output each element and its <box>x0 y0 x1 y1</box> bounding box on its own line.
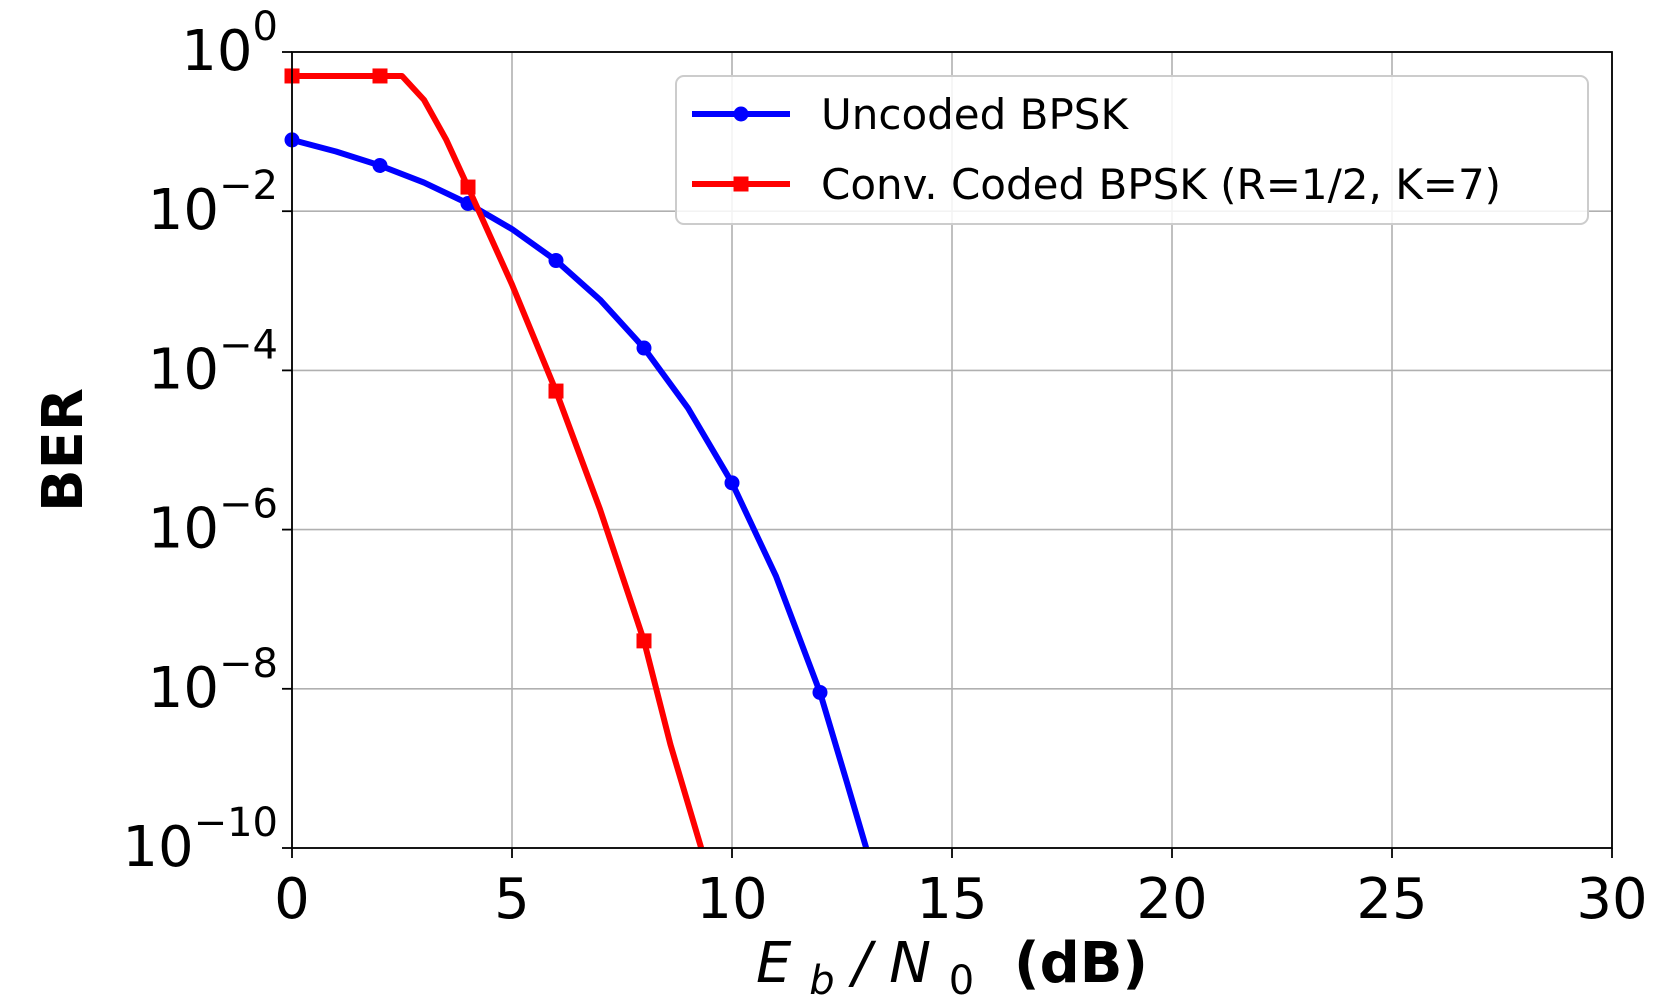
x-axis-var-sub: b <box>809 958 834 1004</box>
x-tick-label: 10 <box>696 867 767 932</box>
series-2 <box>284 68 705 849</box>
data-point <box>636 340 652 356</box>
series-line <box>292 73 705 849</box>
x-tick-label: 0 <box>274 867 310 932</box>
x-axis-var2-main: N <box>889 931 931 996</box>
x-tick-label: 25 <box>1356 867 1427 932</box>
series-layer <box>284 68 870 849</box>
y-tick-label: 10−4 <box>148 322 278 402</box>
legend-swatch-marker <box>733 106 749 122</box>
y-tick-label: 10−2 <box>148 163 278 243</box>
data-point <box>460 179 476 195</box>
x-tick-label: 30 <box>1576 867 1647 932</box>
x-axis-ticks: 0 5 10 15 20 25 30 <box>274 848 1648 932</box>
legend-box <box>675 75 1589 225</box>
x-axis-var-main: E <box>756 931 792 996</box>
data-point <box>372 68 388 84</box>
y-axis-label: BER <box>31 388 96 512</box>
legend-label: Uncoded BPSK <box>821 90 1129 139</box>
data-point <box>636 633 652 649</box>
x-tick-label: 20 <box>1136 867 1207 932</box>
series-1 <box>284 132 870 849</box>
data-point <box>548 253 564 269</box>
data-point <box>812 684 828 700</box>
y-tick-label: 100 <box>181 4 278 84</box>
legend-swatch-marker <box>733 176 749 192</box>
legend-entry: Uncoded BPSK <box>692 90 1129 139</box>
x-axis-sep: / <box>847 931 876 996</box>
data-point <box>372 158 388 174</box>
y-tick-label: 10−6 <box>148 482 278 562</box>
x-axis-unit: (dB) <box>1014 931 1148 996</box>
series-line <box>291 136 870 849</box>
y-tick-label: 10−8 <box>148 641 278 721</box>
legend-entry: Conv. Coded BPSK (R=1/2, K=7) <box>692 160 1501 209</box>
x-axis-var2-sub: 0 <box>949 958 974 1004</box>
x-tick-label: 5 <box>494 867 530 932</box>
x-tick-label: 15 <box>916 867 987 932</box>
y-tick-label: 10−10 <box>122 800 278 880</box>
x-axis-label: E b / N 0 (dB) <box>756 931 1148 1007</box>
y-axis-ticks: 100 10−2 10−4 10−6 10−8 10−10 <box>122 4 292 880</box>
legend: Uncoded BPSK Conv. Coded BPSK (R=1/2, K=7… <box>675 75 1589 225</box>
legend-label: Conv. Coded BPSK (R=1/2, K=7) <box>821 160 1501 209</box>
data-point <box>724 475 740 491</box>
data-point <box>548 383 564 399</box>
